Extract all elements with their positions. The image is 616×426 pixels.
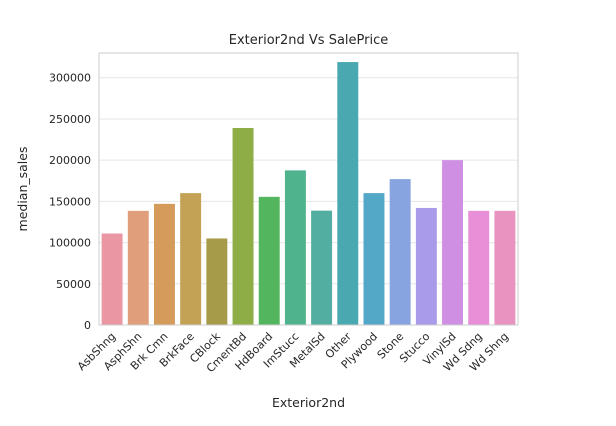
y-tick-label: 50000 (56, 278, 91, 291)
y-tick-label: 300000 (49, 72, 91, 85)
bar (494, 210, 516, 325)
y-tick-labels: 0 50000 100000 150000 200000 250000 300000 (49, 72, 91, 332)
bars-layer (101, 62, 516, 326)
bar (442, 160, 464, 325)
bar (284, 170, 306, 325)
bar (101, 233, 123, 325)
chart-title: Exterior2nd Vs SalePrice (229, 33, 389, 48)
bar (180, 193, 202, 325)
y-tick-label: 100000 (49, 237, 91, 250)
y-tick-label: 200000 (49, 154, 91, 167)
bar (389, 179, 411, 325)
bar (258, 196, 280, 325)
bar (153, 203, 175, 325)
y-tick-label: 250000 (49, 113, 91, 126)
bar (232, 128, 254, 325)
plot-frame (98, 52, 519, 326)
y-tick-label: 150000 (49, 195, 91, 208)
bar (127, 210, 149, 325)
x-axis-label: Exterior2nd (272, 395, 345, 410)
bar (415, 207, 437, 325)
y-axis-label: median_sales (15, 147, 30, 232)
bar (468, 210, 490, 325)
bar (311, 210, 333, 325)
y-tick-label: 0 (84, 319, 91, 332)
bar (363, 193, 385, 325)
bar (206, 238, 228, 325)
bar (337, 62, 359, 326)
